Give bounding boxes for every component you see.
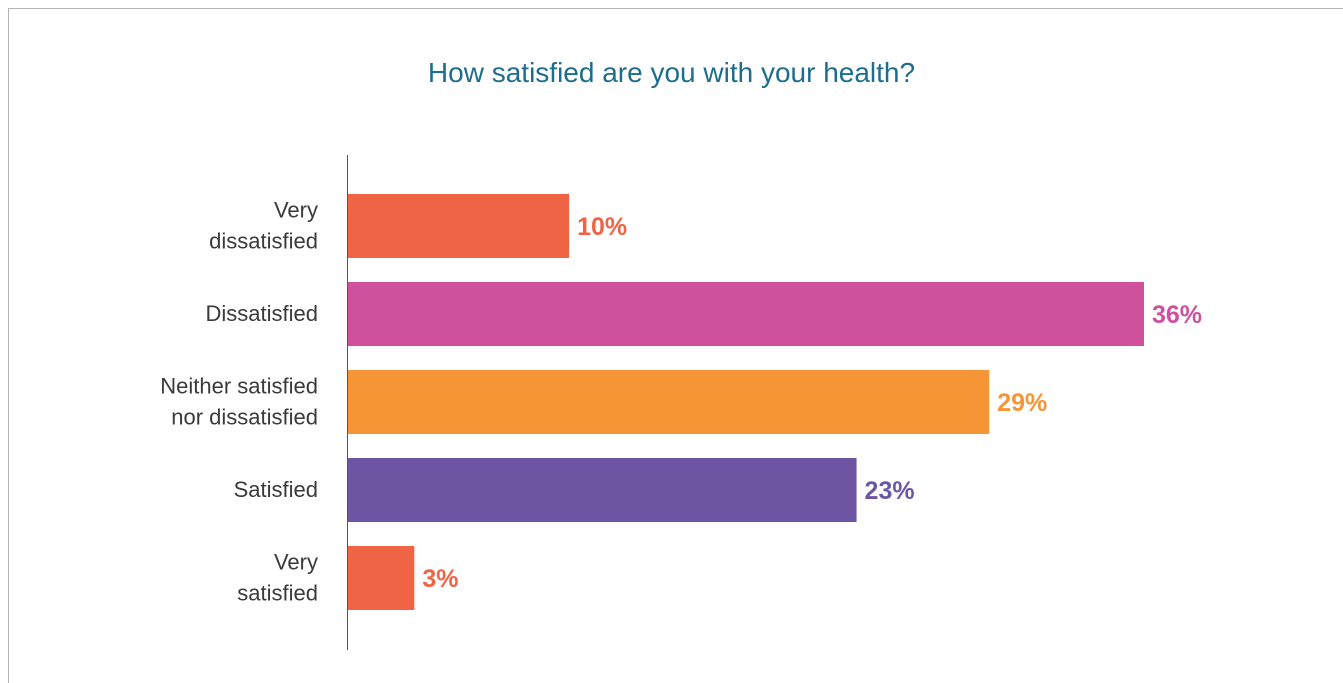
category-label-5: Very satisfied — [237, 550, 318, 606]
chart-title: How satisfied are you with your health? — [427, 57, 916, 88]
chart-frame — [8, 8, 1343, 683]
bar-2 — [348, 282, 1144, 346]
value-label-4: 23% — [865, 477, 915, 505]
category-label-4: Satisfied — [234, 477, 318, 502]
bar-3 — [348, 370, 990, 434]
value-label-5: 3% — [422, 565, 458, 593]
category-label-3: Neither satisfied nor dissatisfied — [160, 374, 318, 430]
category-label-2: Dissatisfied — [206, 301, 318, 326]
value-label-1: 10% — [577, 213, 627, 241]
category-label-1: Very dissatisfied — [209, 198, 318, 254]
value-label-2: 36% — [1152, 301, 1202, 329]
bar-1 — [348, 194, 570, 258]
value-label-3: 29% — [997, 389, 1047, 417]
bar-5 — [348, 546, 415, 610]
bar-4 — [348, 458, 857, 522]
